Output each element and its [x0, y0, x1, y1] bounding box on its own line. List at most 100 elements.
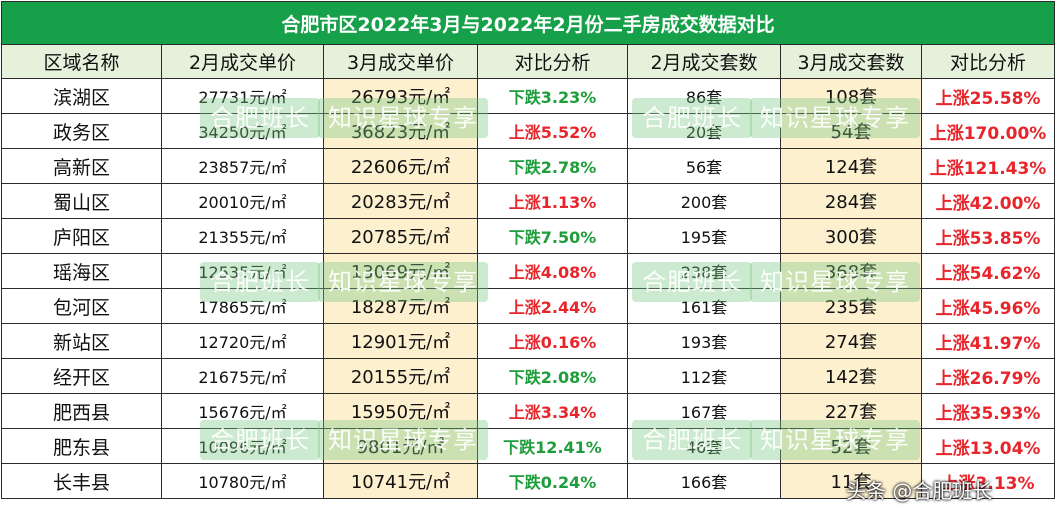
header-mar-count: 3月成交套数	[780, 44, 922, 79]
header-feb-price: 2月成交单价	[161, 44, 324, 79]
mar-price-cell: 10741元/㎡	[323, 463, 478, 499]
mar-count-cell: 11套	[780, 463, 922, 499]
feb-price-cell: 10096元/㎡	[161, 428, 324, 464]
feb-price-cell: 10780元/㎡	[161, 463, 324, 499]
region-cell: 长丰县	[1, 463, 162, 499]
header-feb-count: 2月成交套数	[627, 44, 781, 79]
feb-count-cell: 166套	[627, 463, 781, 499]
table-row: 包河区 17865元/㎡ 18287元/㎡ 上涨2.44% 161套 235套 上涨45.9…	[1, 288, 1055, 324]
region-cell: 蜀山区	[1, 183, 162, 219]
count-change-cell: 上涨45.96%	[920, 288, 1055, 324]
region-cell: 肥东县	[1, 428, 162, 464]
header-price-change: 对比分析	[477, 44, 628, 79]
mar-price-cell: 36823元/㎡	[323, 113, 478, 149]
header-count-change: 对比分析	[920, 44, 1055, 79]
count-change-cell: 上涨26.79%	[920, 358, 1055, 394]
feb-count-cell: 112套	[627, 358, 781, 394]
table-row: 滨湖区 27731元/㎡ 26793元/㎡ 下跌3.23% 86套 108套 上涨25.58…	[1, 78, 1055, 114]
header-mar-price: 3月成交单价	[323, 44, 478, 79]
price-change-cell: 下跌7.50%	[477, 218, 628, 254]
region-cell: 高新区	[1, 148, 162, 184]
region-cell: 庐阳区	[1, 218, 162, 254]
feb-price-cell: 17865元/㎡	[161, 288, 324, 324]
table-row: 肥东县 10096元/㎡ 9801元/㎡ 下跌12.41% 46套 52套 上涨13.04%	[1, 428, 1055, 464]
count-change-cell: 上涨35.93%	[920, 393, 1055, 429]
table-row: 肥西县 15676元/㎡ 15950元/㎡ 上涨3.34% 167套 227套 上涨35.9…	[1, 393, 1055, 429]
feb-count-cell: 56套	[627, 148, 781, 184]
region-cell: 瑶海区	[1, 253, 162, 289]
price-change-cell: 上涨2.44%	[477, 288, 628, 324]
price-change-cell: 下跌0.24%	[477, 463, 628, 499]
table-row: 蜀山区 20010元/㎡ 20283元/㎡ 上涨1.13% 200套 284套 上涨42.0…	[1, 183, 1055, 219]
mar-price-cell: 13069元/㎡	[323, 253, 478, 289]
count-change-cell: 上涨25.58%	[920, 78, 1055, 114]
mar-count-cell: 274套	[780, 323, 922, 359]
mar-price-cell: 18287元/㎡	[323, 288, 478, 324]
region-cell: 经开区	[1, 358, 162, 394]
region-cell: 政务区	[1, 113, 162, 149]
count-change-cell: 上涨42.00%	[920, 183, 1055, 219]
feb-price-cell: 12535元/㎡	[161, 253, 324, 289]
mar-price-cell: 26793元/㎡	[323, 78, 478, 114]
feb-count-cell: 46套	[627, 428, 781, 464]
count-change-cell: 上涨170.00%	[920, 113, 1055, 149]
mar-count-cell: 54套	[780, 113, 922, 149]
price-change-cell: 下跌3.23%	[477, 78, 628, 114]
feb-price-cell: 12720元/㎡	[161, 323, 324, 359]
feb-price-cell: 23857元/㎡	[161, 148, 324, 184]
price-change-cell: 上涨1.13%	[477, 183, 628, 219]
feb-count-cell: 195套	[627, 218, 781, 254]
table-row: 经开区 21675元/㎡ 20155元/㎡ 下跌2.08% 112套 142套 上涨26.7…	[1, 358, 1055, 394]
table-title: 合肥市区2022年3月与2022年2月份二手房成交数据对比	[0, 1, 1055, 45]
mar-price-cell: 15950元/㎡	[323, 393, 478, 429]
price-change-cell: 下跌2.78%	[477, 148, 628, 184]
feb-price-cell: 21675元/㎡	[161, 358, 324, 394]
feb-price-cell: 21355元/㎡	[161, 218, 324, 254]
count-change-cell: 上涨3.13%	[920, 463, 1055, 499]
region-cell: 包河区	[1, 288, 162, 324]
mar-count-cell: 142套	[780, 358, 922, 394]
table-row: 政务区 34250元/㎡ 36823元/㎡ 上涨5.52% 20套 54套 上涨170.00…	[1, 113, 1055, 149]
feb-price-cell: 34250元/㎡	[161, 113, 324, 149]
mar-count-cell: 284套	[780, 183, 922, 219]
region-cell: 肥西县	[1, 393, 162, 429]
feb-count-cell: 167套	[627, 393, 781, 429]
feb-count-cell: 193套	[627, 323, 781, 359]
mar-count-cell: 368套	[780, 253, 922, 289]
mar-count-cell: 235套	[780, 288, 922, 324]
mar-count-cell: 227套	[780, 393, 922, 429]
region-cell: 滨湖区	[1, 78, 162, 114]
mar-price-cell: 9801元/㎡	[323, 428, 478, 464]
mar-price-cell: 20155元/㎡	[323, 358, 478, 394]
header-region: 区域名称	[1, 44, 162, 79]
feb-count-cell: 238套	[627, 253, 781, 289]
data-table: 合肥市区2022年3月与2022年2月份二手房成交数据对比 区域名称 2月成交单…	[0, 1, 1055, 499]
feb-count-cell: 200套	[627, 183, 781, 219]
header-row: 区域名称 2月成交单价 3月成交单价 对比分析 2月成交套数 3月成交套数 对比…	[1, 44, 1055, 79]
feb-count-cell: 20套	[627, 113, 781, 149]
table-row: 高新区 23857元/㎡ 22606元/㎡ 下跌2.78% 56套 124套 上涨121.4…	[1, 148, 1055, 184]
mar-price-cell: 12901元/㎡	[323, 323, 478, 359]
feb-price-cell: 20010元/㎡	[161, 183, 324, 219]
feb-count-cell: 86套	[627, 78, 781, 114]
table-row: 瑶海区 12535元/㎡ 13069元/㎡ 上涨4.08% 238套 368套 上涨54.6…	[1, 253, 1055, 289]
price-change-cell: 上涨0.16%	[477, 323, 628, 359]
feb-price-cell: 15676元/㎡	[161, 393, 324, 429]
price-change-cell: 上涨3.34%	[477, 393, 628, 429]
mar-count-cell: 52套	[780, 428, 922, 464]
price-change-cell: 上涨5.52%	[477, 113, 628, 149]
mar-count-cell: 108套	[780, 78, 922, 114]
table-row: 新站区 12720元/㎡ 12901元/㎡ 上涨0.16% 193套 274套 上涨41.9…	[1, 323, 1055, 359]
price-change-cell: 上涨4.08%	[477, 253, 628, 289]
price-change-cell: 下跌2.08%	[477, 358, 628, 394]
count-change-cell: 上涨13.04%	[920, 428, 1055, 464]
mar-count-cell: 124套	[780, 148, 922, 184]
mar-price-cell: 20785元/㎡	[323, 218, 478, 254]
feb-count-cell: 161套	[627, 288, 781, 324]
region-cell: 新站区	[1, 323, 162, 359]
count-change-cell: 上涨121.43%	[920, 148, 1055, 184]
count-change-cell: 上涨54.62%	[920, 253, 1055, 289]
count-change-cell: 上涨41.97%	[920, 323, 1055, 359]
count-change-cell: 上涨53.85%	[920, 218, 1055, 254]
